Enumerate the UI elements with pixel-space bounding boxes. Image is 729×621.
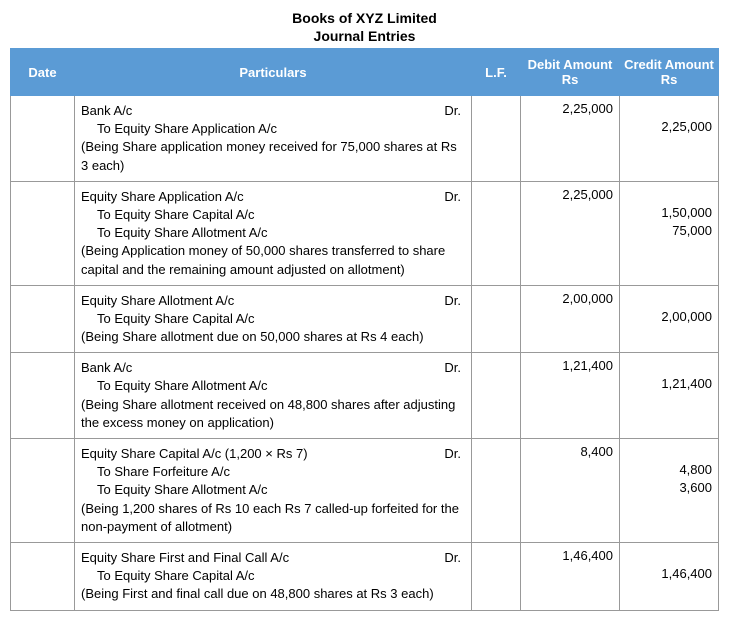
debit-amount (527, 479, 613, 497)
dr-label: Dr. (444, 292, 465, 310)
particulars-cell: Bank A/cDr.To Equity Share Application A… (75, 96, 472, 182)
lf-cell (472, 353, 521, 439)
particulars-cell: Equity Share Capital A/c (1,200 × Rs 7)D… (75, 439, 472, 543)
lf-cell (472, 96, 521, 182)
debit-amount (527, 118, 613, 136)
debit-cell: 2,25,000 (521, 181, 620, 285)
debit-amount (527, 222, 613, 240)
narration: (Being 1,200 shares of Rs 10 each Rs 7 c… (81, 500, 465, 536)
credit-amount: 75,000 (626, 222, 712, 240)
debit-amount (527, 375, 613, 393)
credit-cell: 1,21,400 (620, 353, 719, 439)
table-row: Bank A/cDr.To Equity Share Allotment A/c… (11, 353, 719, 439)
entry-text: To Equity Share Capital A/c (81, 567, 465, 585)
credit-amount: 2,25,000 (626, 118, 712, 136)
particulars-cell: Equity Share Application A/cDr.To Equity… (75, 181, 472, 285)
header-row: Date Particulars L.F. Debit Amount Rs Cr… (11, 49, 719, 96)
debit-cell: 8,400 (521, 439, 620, 543)
entry-text: Bank A/c (81, 102, 444, 120)
date-cell (11, 285, 75, 353)
table-row: Equity Share Allotment A/cDr.To Equity S… (11, 285, 719, 353)
credit-cell: 2,25,000 (620, 96, 719, 182)
header-lf: L.F. (472, 49, 521, 96)
credit-cell: 4,8003,600 (620, 439, 719, 543)
journal-subtitle: Journal Entries (10, 28, 719, 44)
entry-text: To Share Forfeiture A/c (81, 463, 465, 481)
dr-label: Dr. (444, 188, 465, 206)
lf-cell (472, 285, 521, 353)
credit-amount: 2,00,000 (626, 308, 712, 326)
date-cell (11, 96, 75, 182)
entry-text: To Equity Share Allotment A/c (81, 481, 465, 499)
credit-amount (626, 357, 712, 375)
debit-amount: 2,25,000 (527, 100, 613, 118)
debit-amount: 8,400 (527, 443, 613, 461)
credit-cell: 1,46,400 (620, 542, 719, 610)
entry-text: To Equity Share Capital A/c (81, 206, 465, 224)
credit-amount: 3,600 (626, 479, 712, 497)
debit-amount (527, 461, 613, 479)
dr-label: Dr. (444, 359, 465, 377)
credit-amount: 1,21,400 (626, 375, 712, 393)
table-row: Equity Share First and Final Call A/cDr.… (11, 542, 719, 610)
table-row: Equity Share Capital A/c (1,200 × Rs 7)D… (11, 439, 719, 543)
entry-text: To Equity Share Capital A/c (81, 310, 465, 328)
entry-text: To Equity Share Application A/c (81, 120, 465, 138)
debit-amount: 2,25,000 (527, 186, 613, 204)
credit-amount (626, 290, 712, 308)
entry-text: Equity Share First and Final Call A/c (81, 549, 444, 567)
lf-cell (472, 542, 521, 610)
header-debit: Debit Amount Rs (521, 49, 620, 96)
particulars-cell: Bank A/cDr.To Equity Share Allotment A/c… (75, 353, 472, 439)
debit-amount (527, 204, 613, 222)
journal-table: Date Particulars L.F. Debit Amount Rs Cr… (10, 48, 719, 611)
credit-amount (626, 443, 712, 461)
header-date: Date (11, 49, 75, 96)
date-cell (11, 542, 75, 610)
entry-text: To Equity Share Allotment A/c (81, 377, 465, 395)
lf-cell (472, 181, 521, 285)
credit-amount (626, 547, 712, 565)
narration: (Being Share application money received … (81, 138, 465, 174)
date-cell (11, 439, 75, 543)
debit-cell: 2,00,000 (521, 285, 620, 353)
dr-label: Dr. (444, 549, 465, 567)
debit-amount: 2,00,000 (527, 290, 613, 308)
entry-text: Equity Share Allotment A/c (81, 292, 444, 310)
narration: (Being First and final call due on 48,80… (81, 585, 465, 603)
debit-amount (527, 308, 613, 326)
credit-amount: 1,46,400 (626, 565, 712, 583)
debit-cell: 1,46,400 (521, 542, 620, 610)
header-particulars: Particulars (75, 49, 472, 96)
table-row: Equity Share Application A/cDr.To Equity… (11, 181, 719, 285)
lf-cell (472, 439, 521, 543)
date-cell (11, 353, 75, 439)
particulars-cell: Equity Share Allotment A/cDr.To Equity S… (75, 285, 472, 353)
entry-text: Equity Share Capital A/c (1,200 × Rs 7) (81, 445, 444, 463)
credit-amount (626, 100, 712, 118)
narration: (Being Share allotment due on 50,000 sha… (81, 328, 465, 346)
credit-cell: 2,00,000 (620, 285, 719, 353)
debit-cell: 2,25,000 (521, 96, 620, 182)
debit-amount (527, 565, 613, 583)
book-title: Books of XYZ Limited (10, 10, 719, 26)
dr-label: Dr. (444, 102, 465, 120)
table-row: Bank A/cDr.To Equity Share Application A… (11, 96, 719, 182)
debit-cell: 1,21,400 (521, 353, 620, 439)
credit-cell: 1,50,00075,000 (620, 181, 719, 285)
narration: (Being Share allotment received on 48,80… (81, 396, 465, 432)
narration: (Being Application money of 50,000 share… (81, 242, 465, 278)
credit-amount (626, 186, 712, 204)
credit-amount: 1,50,000 (626, 204, 712, 222)
entry-text: Bank A/c (81, 359, 444, 377)
debit-amount: 1,46,400 (527, 547, 613, 565)
debit-amount: 1,21,400 (527, 357, 613, 375)
credit-amount: 4,800 (626, 461, 712, 479)
header-credit: Credit Amount Rs (620, 49, 719, 96)
entry-text: To Equity Share Allotment A/c (81, 224, 465, 242)
dr-label: Dr. (444, 445, 465, 463)
entry-text: Equity Share Application A/c (81, 188, 444, 206)
date-cell (11, 181, 75, 285)
particulars-cell: Equity Share First and Final Call A/cDr.… (75, 542, 472, 610)
